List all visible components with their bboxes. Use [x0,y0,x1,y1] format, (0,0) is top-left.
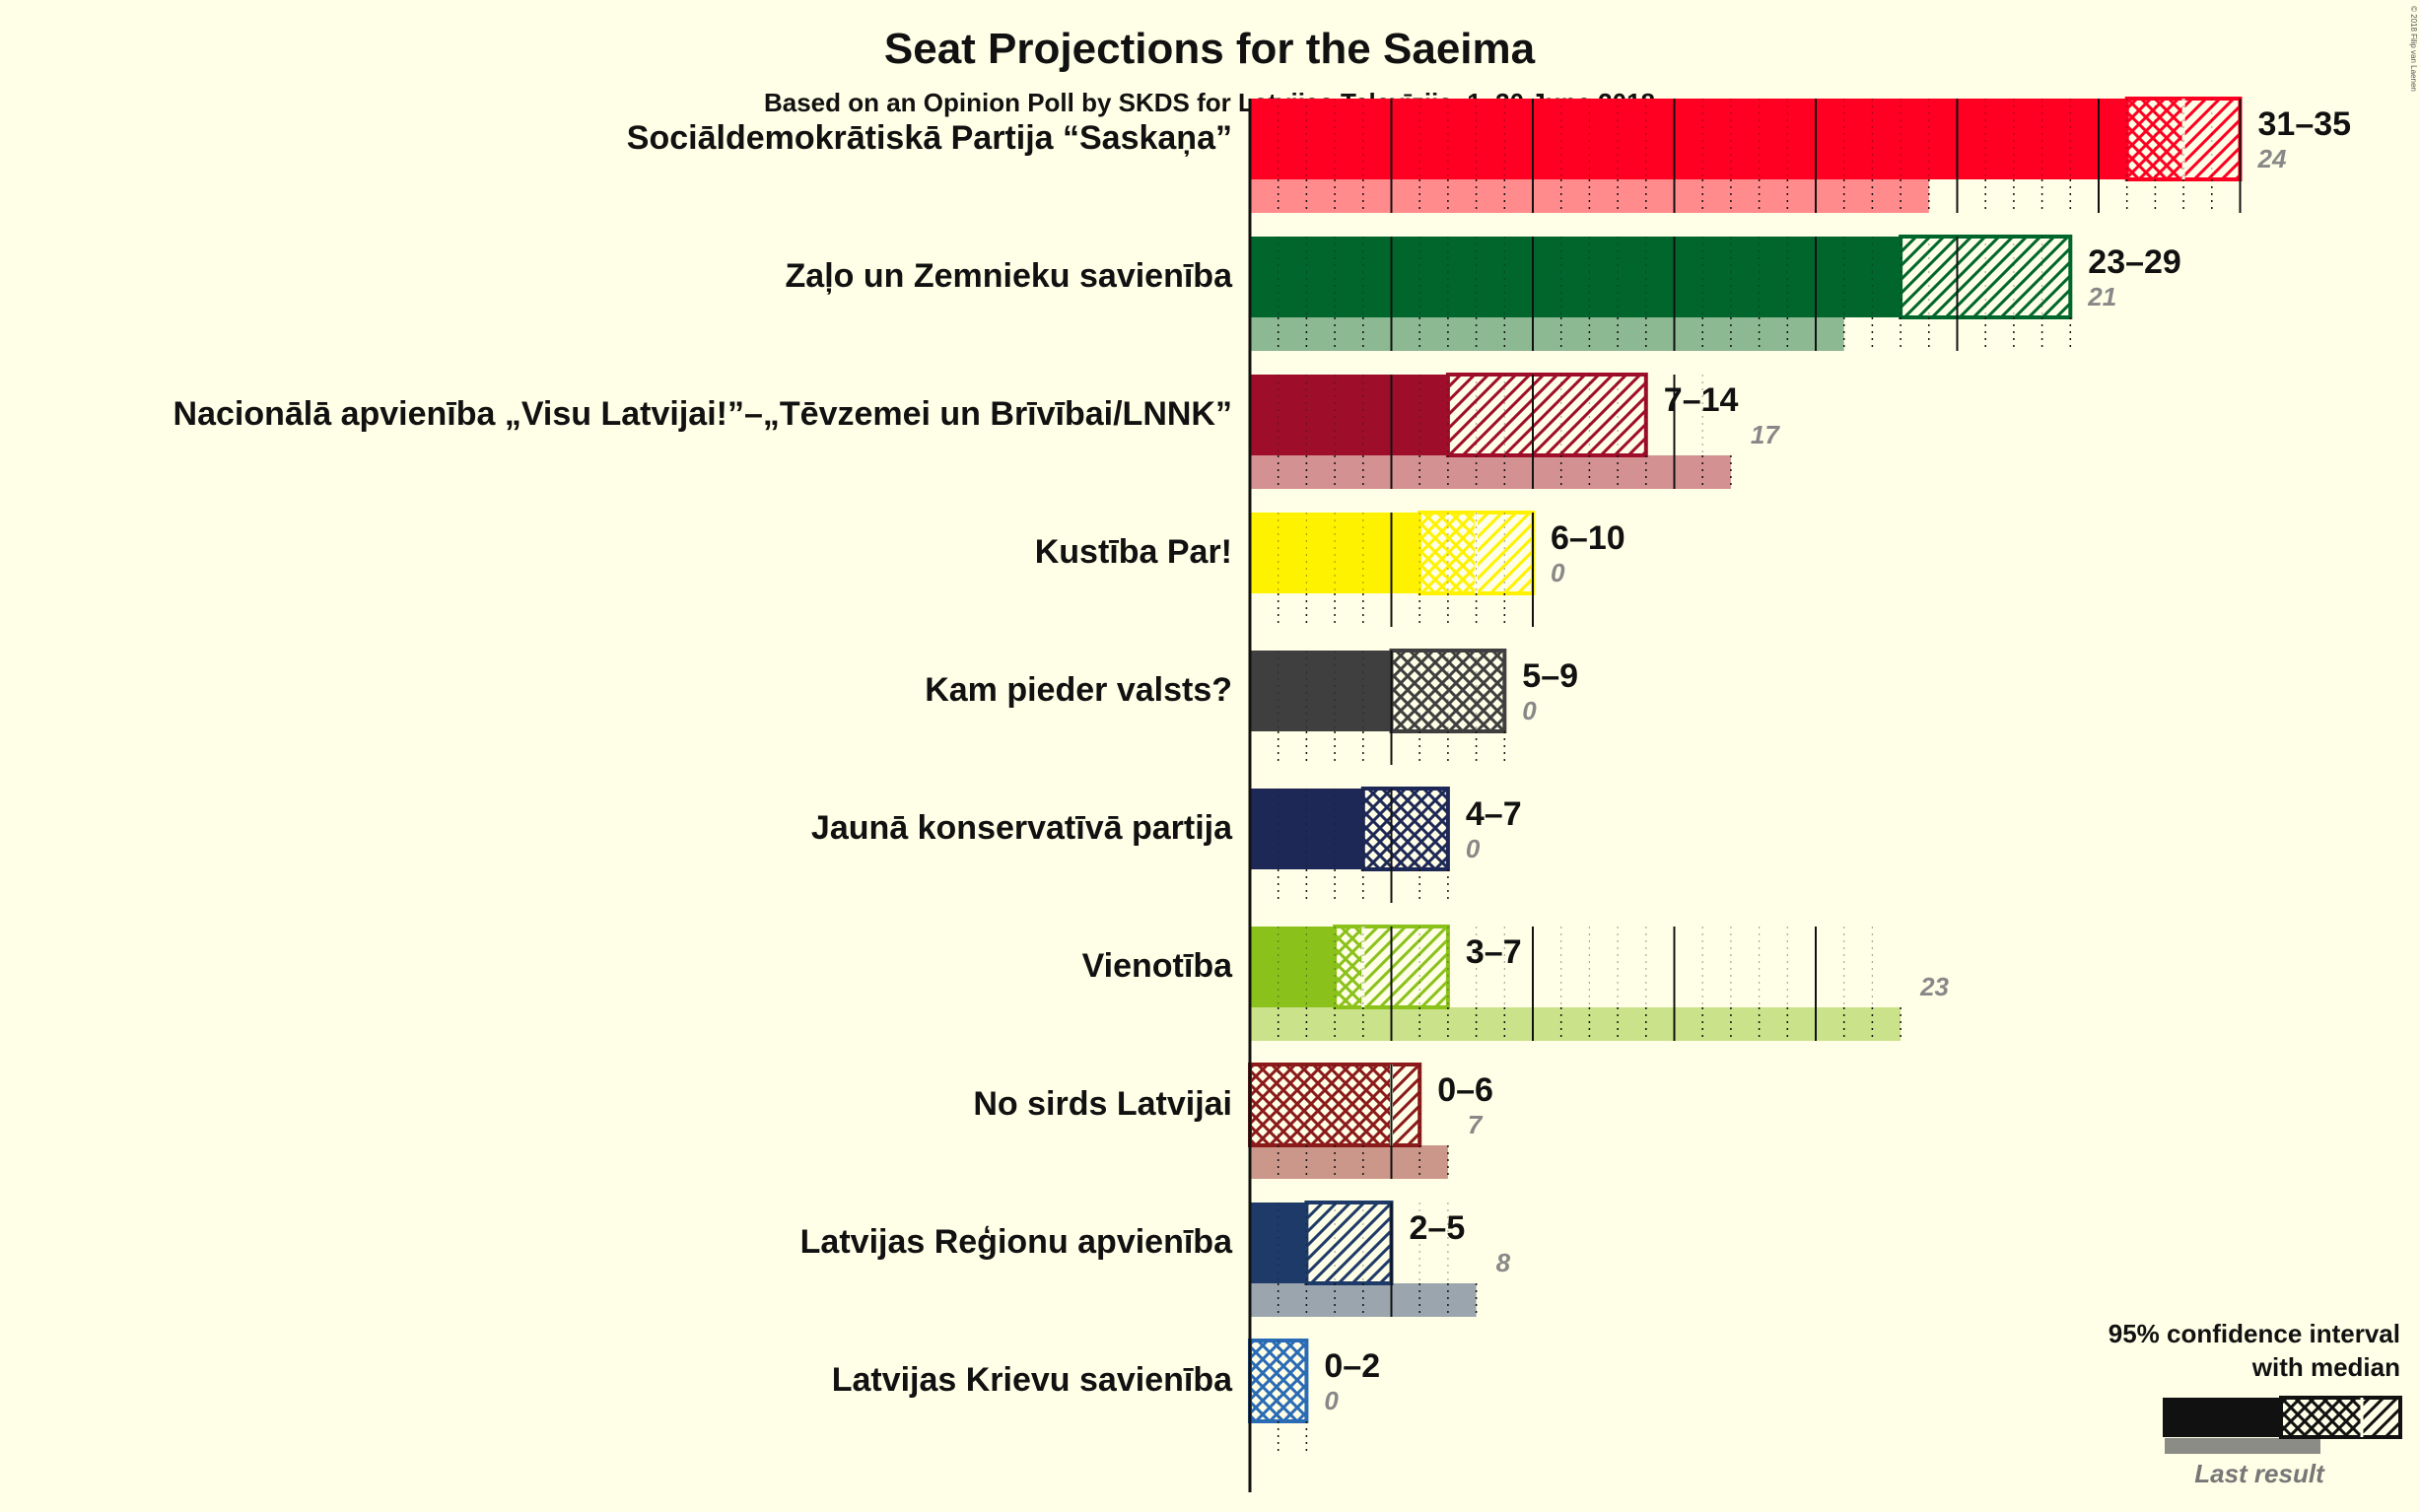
party-1-range-label: 23–29 [2088,243,2181,281]
party-8-last-result-label: 8 [1496,1248,1511,1277]
party-9-name-label: Latvijas Krievu savienība [832,1361,1233,1399]
party-1-last-result-label: 21 [2087,282,2116,311]
party-6-solid-bar [1250,927,1336,1007]
legend-interval-outline [2279,1396,2402,1439]
party-3-solid-bar [1250,513,1420,593]
legend-diag-hatch [2362,1398,2400,1437]
party-rows: Sociāldemokrātiskā Partija “Saskaņa” 31–3… [173,97,2352,1492]
party-6-cross-hatch [1335,927,1363,1007]
party-5-interval-outline [1360,787,1450,871]
party-5-last-result-label: 0 [1466,834,1481,863]
party-8-row: Latvijas Reģionu apvienība 2–5 8 [800,1201,1511,1317]
party-6-diag-hatch [1362,927,1448,1007]
party-5-cross-hatch [1362,789,1448,869]
party-8-solid-bar [1250,1203,1307,1283]
party-7-cross-hatch [1250,1065,1392,1145]
legend-title-line1: 95% confidence interval [2109,1319,2400,1348]
party-0-solid-bar [1250,99,2127,179]
party-2-range-label: 7–14 [1664,381,1739,419]
party-4-solid-bar [1250,651,1392,731]
party-0-cross-hatch [2126,99,2184,179]
party-4-range-label: 5–9 [1522,657,1578,695]
party-0-last-result-label: 24 [2257,144,2287,173]
party-7-diag-hatch [1391,1065,1420,1145]
legend-last-result-label: Last result [2194,1459,2325,1488]
party-6-last-result-bar [1250,1007,1901,1041]
party-2-last-result-label: 17 [1751,420,1780,449]
party-7-last-result-bar [1250,1145,1448,1179]
party-8-name-label: Latvijas Reģionu apvienība [800,1223,1233,1261]
copyright-text: © 2018 Filip van Laenen [2409,6,2418,92]
party-0-range-label: 31–35 [2258,105,2352,143]
party-1-diag-hatch [1901,237,2071,317]
party-5-range-label: 4–7 [1466,795,1522,833]
party-4-cross-hatch [1391,651,1505,731]
party-6-name-label: Vienotība [1082,947,1233,985]
party-7-last-result-label: 7 [1468,1110,1484,1139]
party-3-diag-hatch [1476,513,1533,593]
party-7-row: No sirds Latvijai 0–67 [973,1063,1493,1179]
party-7-name-label: No sirds Latvijai [973,1085,1232,1123]
party-6-range-label: 3–7 [1466,933,1522,971]
party-6-last-result-label: 23 [1919,972,1949,1001]
party-7-range-label: 0–6 [1437,1071,1493,1109]
legend: 95% confidence interval with median Last… [2109,1319,2402,1488]
party-4-name-label: Kam pieder valsts? [925,671,1232,709]
party-3-row: Kustība Par! 6–100 [1035,511,1625,627]
party-5-row: Jaunā konservatīvā partija 4–70 [811,787,1522,903]
party-1-last-result-bar [1250,317,1844,351]
party-9-cross-hatch [1250,1340,1307,1421]
party-0-name-label: Sociāldemokrātiskā Partija “Saskaņa” [627,119,1232,157]
party-4-row: Kam pieder valsts? 5–90 [925,649,1578,765]
legend-cross-hatch [2281,1398,2362,1437]
party-0-diag-hatch [2183,99,2241,179]
party-3-cross-hatch [1419,513,1477,593]
party-2-interval-outline [1445,373,1648,457]
party-4-last-result-label: 0 [1522,696,1537,725]
party-9-last-result-label: 0 [1324,1386,1339,1415]
legend-title-line2: with median [2251,1352,2400,1382]
party-2-last-result-bar [1250,455,1731,489]
party-9-row: Latvijas Krievu savienība 0–20 [832,1339,1380,1455]
party-8-diag-hatch [1306,1203,1392,1283]
party-2-name-label: Nacionālā apvienība „Visu Latvijai!”–„Tē… [173,395,1232,433]
chart-title: Seat Projections for the Saeima [884,25,1536,73]
party-1-name-label: Zaļo un Zemnieku savienība [786,257,1234,295]
party-8-range-label: 2–5 [1410,1209,1466,1247]
party-5-name-label: Jaunā konservatīvā partija [811,809,1233,847]
party-2-row: Nacionālā apvienība „Visu Latvijai!”–„Tē… [173,373,1780,489]
party-3-name-label: Kustība Par! [1035,533,1232,571]
party-3-range-label: 6–10 [1551,519,1625,557]
party-5-solid-bar [1250,789,1363,869]
party-0-row: Sociāldemokrātiskā Partija “Saskaņa” 31–3… [627,97,2352,213]
party-6-row: Vienotība 3–7 23 [1082,925,1950,1041]
party-1-solid-bar [1250,237,1901,317]
party-9-range-label: 0–2 [1324,1347,1380,1385]
party-2-diag-hatch [1447,375,1646,455]
party-3-last-result-label: 0 [1551,558,1565,587]
party-2-solid-bar [1250,375,1448,455]
legend-solid-bar [2163,1398,2281,1437]
legend-last-result-bar [2165,1438,2320,1454]
